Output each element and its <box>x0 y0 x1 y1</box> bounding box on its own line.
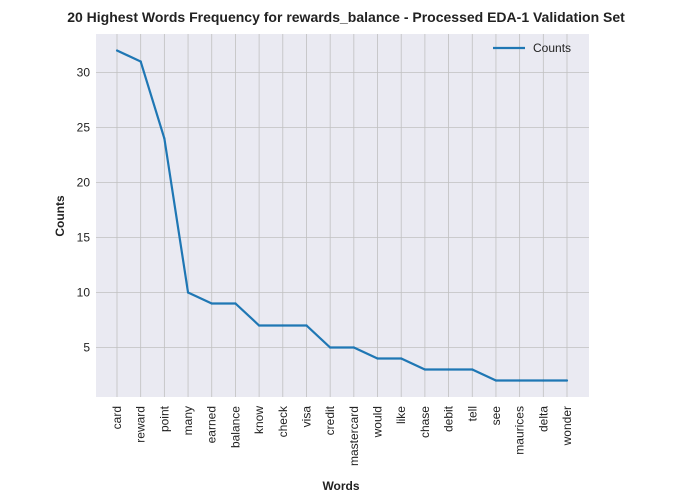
data-points <box>115 49 569 382</box>
data-point-check <box>281 324 284 327</box>
x-tick-label-credit: credit <box>323 405 337 435</box>
plot-area <box>96 34 589 397</box>
data-point-chase <box>423 368 426 371</box>
grid-lines <box>96 34 589 397</box>
data-point-would <box>376 357 379 360</box>
chart-title: 20 Highest Words Frequency for rewards_b… <box>67 9 625 25</box>
data-point-many <box>186 291 190 294</box>
legend: Counts <box>493 41 571 55</box>
data-point-know <box>258 324 261 327</box>
data-point-like <box>400 357 403 360</box>
x-tick-label-wonder: wonder <box>560 406 574 446</box>
x-tick-label-would: would <box>371 406 385 438</box>
x-tick-label-reward: reward <box>134 406 148 443</box>
data-point-credit <box>329 346 332 349</box>
x-tick-label-see: see <box>489 406 503 426</box>
data-point-point <box>163 137 166 140</box>
x-tick-label-mastercard: mastercard <box>347 406 361 466</box>
data-point-wonder <box>565 379 569 382</box>
data-point-mastercard <box>352 346 355 349</box>
x-tick-label-balance: balance <box>228 406 242 448</box>
data-point-see <box>494 379 498 382</box>
data-point-maurices <box>518 379 521 382</box>
x-tick-label-check: check <box>276 405 290 437</box>
x-tick-label-visa: visa <box>299 406 313 428</box>
x-tick-label-maurices: maurices <box>513 406 527 455</box>
y-tick-label-15: 15 <box>77 231 91 245</box>
data-point-debit <box>447 368 450 371</box>
x-tick-label-delta: delta <box>536 406 550 432</box>
series-line-counts <box>116 49 567 382</box>
y-tick-label-25: 25 <box>77 121 91 135</box>
data-point-reward <box>139 60 142 63</box>
y-tick-label-30: 30 <box>77 66 91 80</box>
x-tick-label-like: like <box>394 406 408 424</box>
y-tick-label-5: 5 <box>83 341 90 355</box>
x-axis-label: Words <box>322 479 359 493</box>
data-point-card <box>115 49 119 52</box>
x-tick-label-tell: tell <box>465 406 479 421</box>
x-axis-ticks: card reward point many earned balance know chec… <box>110 405 574 466</box>
data-point-visa <box>305 324 308 327</box>
y-axis-ticks: 5 10 15 20 25 30 <box>77 66 91 355</box>
y-tick-label-10: 10 <box>77 286 91 300</box>
data-point-tell <box>471 368 474 371</box>
data-point-delta <box>542 379 545 382</box>
data-point-earned <box>210 302 213 305</box>
legend-label-counts: Counts <box>533 41 571 55</box>
x-tick-label-point: point <box>157 405 171 432</box>
x-tick-label-card: card <box>110 406 124 429</box>
x-tick-label-many: many <box>181 406 195 435</box>
x-tick-label-chase: chase <box>418 406 432 438</box>
data-point-balance <box>234 302 237 305</box>
x-tick-label-earned: earned <box>205 406 219 443</box>
x-tick-label-debit: debit <box>442 405 456 432</box>
y-axis-label: Counts <box>53 195 67 237</box>
y-tick-label-20: 20 <box>77 176 91 190</box>
x-tick-label-know: know <box>252 406 266 434</box>
